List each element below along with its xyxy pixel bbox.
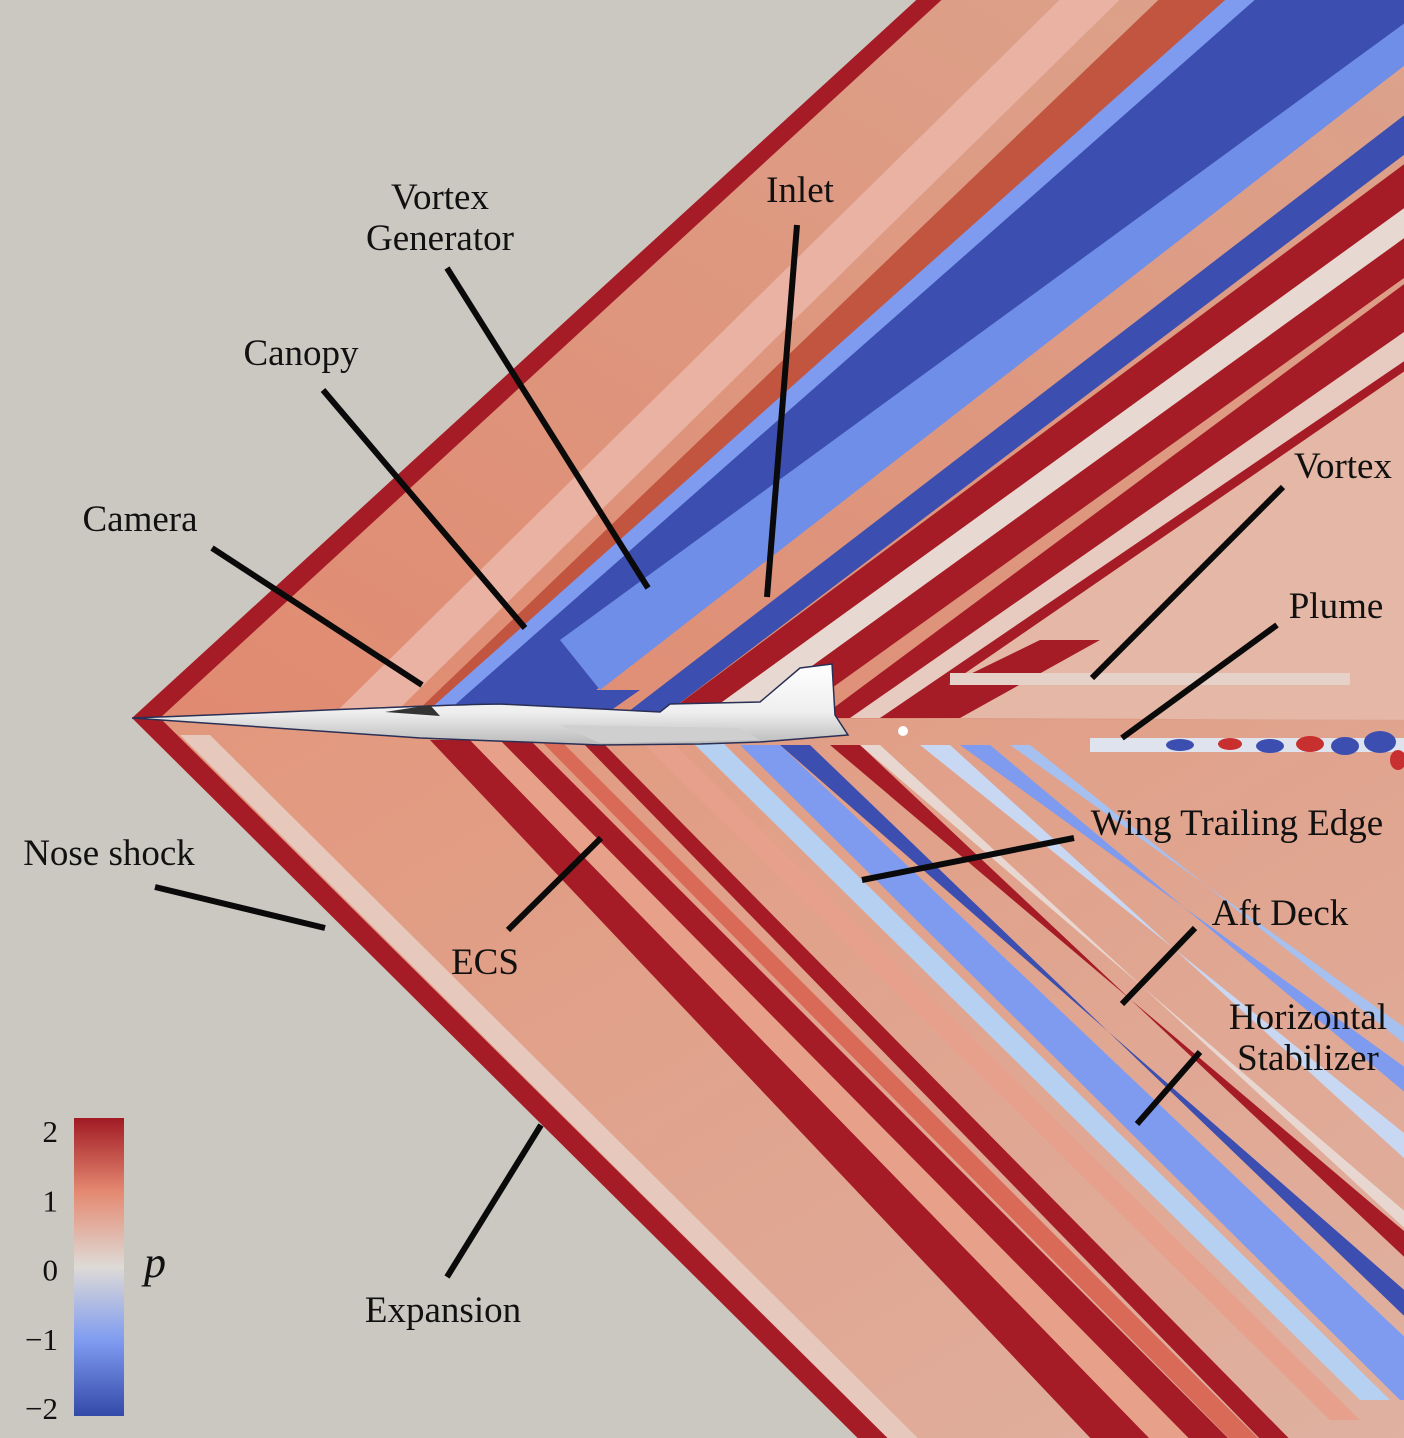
label-aft-deck: Aft Deck — [1212, 893, 1349, 934]
leader-expansion — [444, 1123, 544, 1279]
lower-bands — [132, 718, 1404, 1438]
aircraft — [131, 663, 908, 746]
leader-wing-trailing-edge — [861, 835, 1075, 883]
label-nose-shock: Nose shock — [23, 833, 195, 874]
label-inlet: Inlet — [766, 170, 835, 211]
leader-lines — [154, 224, 1286, 1279]
label-horizontal-stabilizer-line1: Horizontal — [1229, 997, 1387, 1038]
plume-wake — [950, 673, 1404, 770]
label-horizontal-stabilizer-line2: Stabilizer — [1237, 1038, 1379, 1079]
label-canopy: Canopy — [243, 333, 359, 374]
leader-vortex-generator — [444, 266, 651, 590]
leader-inlet — [764, 224, 800, 598]
label-vortex-generator-line2: Generator — [366, 218, 514, 259]
label-expansion: Expansion — [365, 1290, 521, 1331]
label-plume: Plume — [1289, 586, 1384, 627]
leader-horizontal-stabilizer — [1134, 1050, 1203, 1126]
colorbar-ticks: 2 1 0 −1 −2 — [25, 1114, 58, 1426]
colorbar-tick-label: −1 — [25, 1322, 58, 1357]
leader-ecs — [505, 835, 604, 933]
colorbar-tick-label: 1 — [43, 1183, 59, 1218]
leader-canopy — [320, 388, 528, 630]
label-vortex-generator-line1: Vortex — [391, 177, 489, 218]
colorbar-symbol: p — [141, 1238, 166, 1287]
annotation-labels: Vortex Generator Inlet Canopy Camera Vor… — [23, 170, 1392, 1331]
leader-camera — [210, 545, 424, 688]
pressure-field — [132, 0, 1404, 1438]
leader-vortex — [1089, 484, 1286, 681]
upper-bands — [132, 0, 1404, 720]
colorbar-tick-label: −2 — [25, 1391, 58, 1426]
leader-plume — [1120, 622, 1279, 741]
leader-nose-shock — [154, 884, 326, 931]
label-camera: Camera — [82, 499, 197, 540]
colorbar-tick-label: 0 — [43, 1253, 59, 1288]
label-ecs: ECS — [451, 942, 519, 983]
colorbar-tick-label: 2 — [43, 1114, 59, 1149]
label-vortex: Vortex — [1294, 446, 1392, 487]
leader-aft-deck — [1119, 925, 1198, 1007]
colorbar: 2 1 0 −1 −2 p — [25, 1114, 166, 1426]
label-wing-trailing-edge: Wing Trailing Edge — [1091, 803, 1383, 844]
colorbar-gradient — [74, 1118, 124, 1416]
